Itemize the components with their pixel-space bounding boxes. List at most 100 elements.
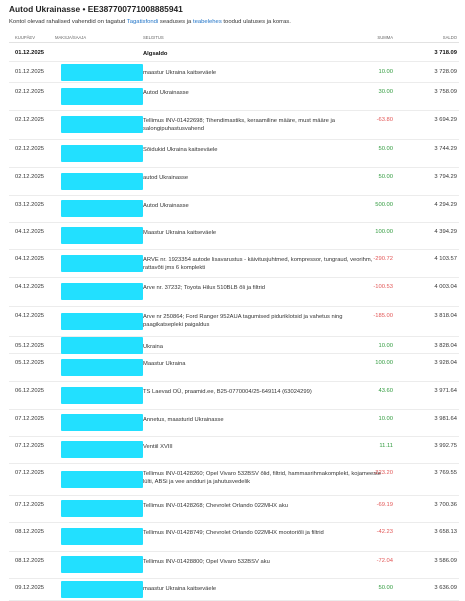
table-header: KUUPÄEV MAKSJA/SAAJA SELGITUS SUMMA SALD…	[9, 34, 459, 43]
row-balance: 3 992.75	[434, 443, 457, 449]
row-date: 07.12.2025	[15, 502, 45, 508]
table-row[interactable]: 02.12.2025 Tellimus INV-01422698; Tihendi…	[9, 110, 459, 140]
table-row[interactable]: 02.12.2025 autod Ukrainasse 50.00 3 794.29	[9, 167, 459, 196]
row-balance: 4 294.29	[434, 202, 457, 208]
row-amount: 100.00	[375, 229, 393, 235]
row-date: 07.12.2025	[15, 443, 45, 449]
table-row[interactable]: 07.12.2025 Tellimus INV-01428268; Chevrol…	[9, 495, 459, 523]
column-description[interactable]: SELGITUS	[143, 35, 164, 40]
redacted-payer	[61, 387, 143, 404]
row-description: Tellimus INV-01422698; Tihendimastiks, k…	[143, 118, 336, 132]
table-row[interactable]: 07.12.2025 Tellimus INV-01428260; Opel Vi…	[9, 463, 459, 496]
row-amount: 10.00	[378, 416, 393, 422]
column-payer[interactable]: MAKSJA/SAAJA	[55, 35, 87, 40]
row-amount: -69.19	[376, 502, 393, 508]
row-amount: -63.80	[376, 117, 393, 123]
row-balance: 3 828.04	[434, 343, 457, 349]
row-date: 04.12.2025	[15, 313, 45, 319]
row-amount: 30.00	[378, 89, 393, 95]
table-row[interactable]: 09.12.2025 maastur Ukraina kaitseväele 50.…	[9, 578, 459, 601]
redacted-payer	[61, 556, 143, 573]
redacted-payer	[61, 227, 143, 244]
redacted-payer	[61, 500, 143, 517]
redacted-payer	[61, 173, 143, 190]
opening-balance-row: 01.12.2025 Algsaldo 3 718.09	[9, 43, 459, 62]
row-date: 04.12.2025	[15, 256, 45, 262]
redacted-payer	[61, 200, 143, 217]
row-amount: 50.00	[378, 174, 393, 180]
table-row[interactable]: 07.12.2025 Annetus, maasturid Ukrainasse 1…	[9, 409, 459, 437]
row-balance: 3 818.04	[434, 313, 457, 319]
redacted-payer	[61, 581, 143, 598]
row-balance: 3 794.29	[434, 174, 457, 180]
row-description: Sõidukid Ukraina kaitseväele	[143, 147, 218, 153]
row-date: 08.12.2025	[15, 558, 45, 564]
row-date: 07.12.2025	[15, 470, 45, 476]
notice-text-middle: seaduses ja	[158, 19, 193, 25]
table-row[interactable]: 01.12.2025 maastur Ukraina kaitseväele 10.…	[9, 62, 459, 83]
opening-label: Algsaldo	[143, 51, 168, 57]
redacted-payer	[61, 255, 143, 272]
table-row[interactable]: 08.12.2025 Tellimus INV-01428800; Opel Vi…	[9, 551, 459, 579]
redacted-payer	[61, 145, 143, 162]
table-row[interactable]: 07.12.2025 Ventiil XVIII 11.11 3 992.75	[9, 436, 459, 464]
redacted-payer	[61, 359, 143, 376]
row-date: 02.12.2025	[15, 89, 45, 95]
row-date: 01.12.2025	[15, 69, 45, 75]
row-balance: 3 928.04	[434, 360, 457, 366]
redacted-payer	[61, 313, 143, 330]
table-row[interactable]: 04.12.2025 Arve nr 250864; Ford Ranger 95…	[9, 306, 459, 337]
redacted-payer	[61, 337, 143, 354]
row-description: Arve nr 250864; Ford Ranger 952AUA tagum…	[143, 314, 343, 328]
guarantee-notice: Kontol olevad rahalised vahendid on taga…	[9, 19, 291, 25]
table-row[interactable]: 06.12.2025 TS Laevad OÜ, praamid.ee, B25-…	[9, 381, 459, 410]
row-description: TS Laevad OÜ, praamid.ee, B25-0770004/25…	[143, 389, 312, 395]
row-amount: -72.04	[376, 558, 393, 564]
row-balance: 4 394.29	[434, 229, 457, 235]
redacted-payer	[61, 414, 143, 431]
table-row[interactable]: 02.12.2025 Sõidukid Ukraina kaitseväele 50…	[9, 139, 459, 168]
row-amount: 43.60	[378, 388, 393, 394]
table-row[interactable]: 05.12.2025 Ukraina 10.00 3 828.04	[9, 336, 459, 354]
row-amount: -42.23	[376, 529, 393, 535]
redacted-payer	[61, 528, 143, 545]
notice-text-end: toodud ulatuses ja korras.	[221, 19, 291, 25]
row-amount: 500.00	[375, 202, 393, 208]
row-amount: 100.00	[375, 360, 393, 366]
row-description: Ventiil XVIII	[143, 444, 173, 450]
row-description: ARVE nr. 1923354 autode lisavarustus - k…	[143, 257, 373, 271]
table-row[interactable]: 03.12.2025 Autod Ukrainasse 500.00 4 294.29	[9, 195, 459, 223]
row-amount: 50.00	[378, 585, 393, 591]
opening-balance: 3 718.09	[434, 50, 457, 56]
info-sheet-link[interactable]: teabelehes	[192, 19, 222, 25]
table-row[interactable]: 04.12.2025 Arve nr. 37232; Toyota Hilux 5…	[9, 277, 459, 307]
row-balance: 3 971.64	[434, 388, 457, 394]
column-date[interactable]: KUUPÄEV	[15, 35, 36, 40]
row-date: 03.12.2025	[15, 202, 45, 208]
guarantee-fund-link[interactable]: Tagatisfondi	[126, 19, 159, 25]
row-date: 04.12.2025	[15, 229, 45, 235]
row-description: maastur Ukraina kaitseväele	[143, 70, 217, 76]
row-date: 02.12.2025	[15, 117, 45, 123]
row-description: Maastur Ukraina	[143, 361, 186, 367]
row-description: Ukraina	[143, 344, 163, 350]
row-date: 09.12.2025	[15, 585, 45, 591]
table-row[interactable]: 04.12.2025 ARVE nr. 1923354 autode lisava…	[9, 249, 459, 278]
redacted-payer	[61, 64, 143, 81]
table-row[interactable]: 05.12.2025 Maastur Ukraina 100.00 3 928.04	[9, 353, 459, 382]
row-balance: 3 758.09	[434, 89, 457, 95]
table-row[interactable]: 04.12.2025 Maastur Ukraina kaitseväele 100…	[9, 222, 459, 250]
row-balance: 3 586.09	[434, 558, 457, 564]
table-row[interactable]: 02.12.2025 Autod Ukrainasse 30.00 3 758.09	[9, 82, 459, 111]
row-balance: 3 981.64	[434, 416, 457, 422]
row-amount: 10.00	[378, 343, 393, 349]
row-date: 07.12.2025	[15, 416, 45, 422]
column-amount[interactable]: SUMMA	[377, 35, 393, 40]
table-row[interactable]: 08.12.2025 Tellimus INV-01428749; Chevrol…	[9, 522, 459, 552]
row-balance: 3 728.09	[434, 69, 457, 75]
column-balance[interactable]: SALDO	[442, 35, 457, 40]
row-amount: -290.72	[373, 256, 393, 262]
row-date: 04.12.2025	[15, 284, 45, 290]
notice-text-start: Kontol olevad rahalised vahendid on taga…	[9, 19, 127, 25]
row-description: Tellimus INV-01428268; Chevrolet Orlando…	[143, 503, 288, 509]
